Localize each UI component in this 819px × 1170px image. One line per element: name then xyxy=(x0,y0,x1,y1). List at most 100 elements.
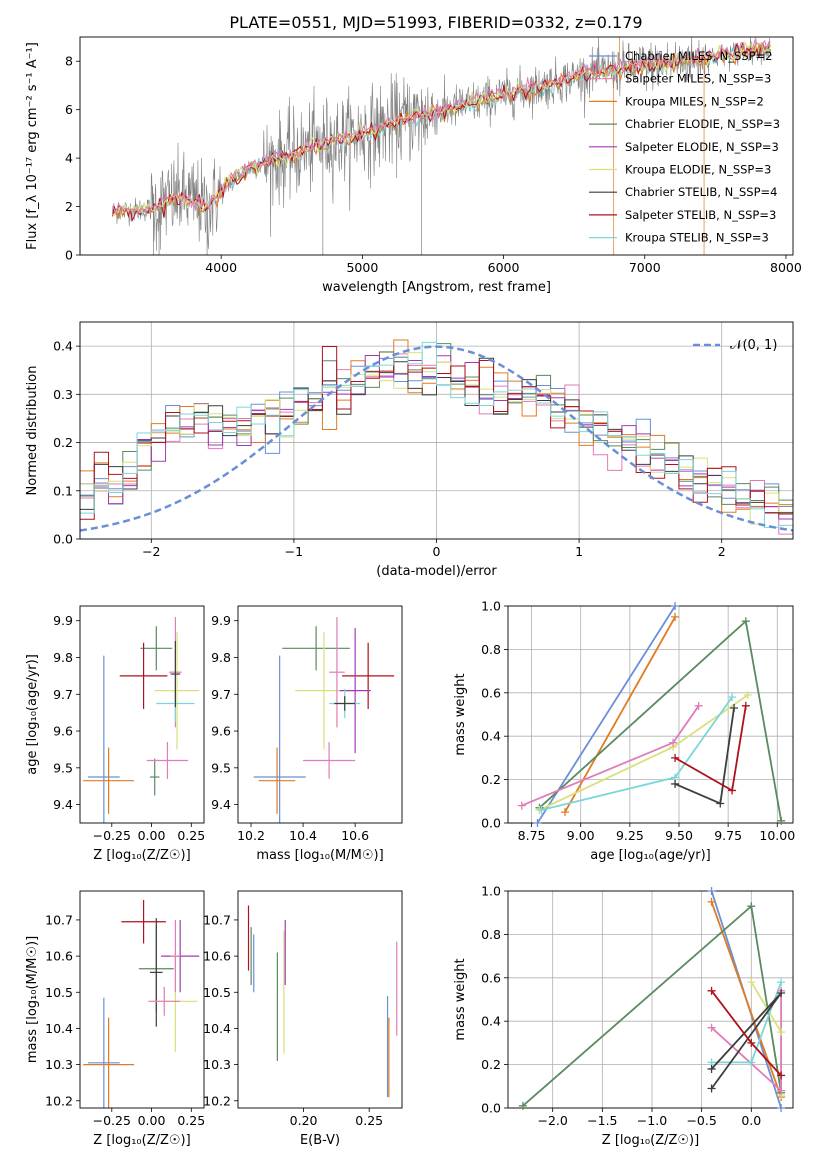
x-tick-label: 1 xyxy=(575,544,583,559)
mass-weight-marker xyxy=(671,753,680,762)
axes-spectrum: 4000 5000 6000 7000 8000 0 2 4 6 8 wavelength [Ang… xyxy=(25,36,802,295)
panel-mass-vs-EBV xyxy=(247,905,398,1098)
mass-weight-marker xyxy=(533,819,542,827)
x-tick-label: 0.25 xyxy=(177,828,205,843)
residual-histogram xyxy=(80,341,793,528)
errorbar-point xyxy=(140,626,173,671)
y-tick-label: 0.8 xyxy=(481,927,501,942)
legend-label: Kroupa ELODIE, N_SSP=3 xyxy=(625,163,771,177)
mass-weight-marker xyxy=(777,978,786,987)
mass-weight-marker xyxy=(747,978,756,987)
y-tick-label: 0.1 xyxy=(53,483,73,498)
axes-residuals: −2 −1 0 1 2 0.0 0.1 0.2 0.3 0.4 (data-model)/error… xyxy=(25,321,794,579)
mass-weight-line xyxy=(674,705,747,792)
y-tick-label: 10.6 xyxy=(203,949,231,964)
mass-weight-line xyxy=(564,616,676,813)
y-tick-label: 2 xyxy=(65,199,73,214)
x-tick-label: −1 xyxy=(285,544,303,559)
mass-weight-marker xyxy=(707,897,716,906)
y-tick-label: 9.5 xyxy=(53,760,73,775)
axes-massweight-vs-Z: −2.0 −1.5 −1.0 −0.5 0.0 0.0 0.2 0.4 0.6 0.8 1.0 Z [… xyxy=(453,884,794,1148)
x-tick-label: −2.0 xyxy=(538,1113,568,1128)
y-tick-label: 0.6 xyxy=(481,685,501,700)
y-tick-label: 9.5 xyxy=(211,760,231,775)
y-tick-label: 1.0 xyxy=(481,884,501,899)
y-tick-label: 10.4 xyxy=(45,1021,73,1036)
errorbar-point xyxy=(119,642,168,709)
y-tick-label: 0.0 xyxy=(481,816,501,831)
x-tick-label: 10.6 xyxy=(341,828,369,843)
mass-weight-line xyxy=(521,705,700,807)
y-tick-label: 10.5 xyxy=(203,985,231,1000)
legend: Chabrier MILES, N_SSP=2 Salpeter MILES, N… xyxy=(589,49,780,245)
panel-spectrum xyxy=(112,37,772,255)
y-tick-label: 9.8 xyxy=(211,650,231,665)
axes-age-vs-Z: −0.25 0.00 0.25 9.4 9.5 9.6 9.7 9.8 9.9 Z [log₁₀(… xyxy=(25,605,205,863)
errorbar-point xyxy=(170,919,181,993)
y-tick-label: 10.3 xyxy=(45,1057,73,1072)
mass-weight-line xyxy=(541,696,733,811)
plot-area xyxy=(83,900,200,1108)
y-tick-label: 0.6 xyxy=(481,970,501,985)
mass-weight-marker xyxy=(777,816,786,825)
x-tick-label: 9.75 xyxy=(714,828,742,843)
errorbar-point xyxy=(148,986,181,1016)
y-tick-label: 9.6 xyxy=(211,724,231,739)
errorbar-point xyxy=(87,655,120,823)
x-tick-label: 10.4 xyxy=(289,828,317,843)
axes-mass-vs-EBV: 0.20 0.25 10.2 10.3 10.4 10.5 10.6 10.7 E(B-V) xyxy=(203,890,403,1148)
legend-label: Kroupa STELIB, N_SSP=3 xyxy=(625,231,769,245)
y-tick-label: 0.8 xyxy=(481,642,501,657)
y-tick-label: 9.7 xyxy=(211,687,231,702)
axes-frame xyxy=(79,321,794,540)
y-tick-label: 0.3 xyxy=(53,387,73,402)
y-axis-label: Normed distribution xyxy=(25,366,40,496)
axes-frame xyxy=(79,605,205,824)
axes-frame xyxy=(79,36,794,256)
y-tick-label: 10.6 xyxy=(45,949,73,964)
mass-weight-marker xyxy=(671,779,680,788)
x-axis-label: age [log₁₀(age/yr)] xyxy=(590,848,711,863)
x-tick-label: 6000 xyxy=(488,260,520,275)
mass-weight-marker xyxy=(518,1101,527,1110)
panel-mass-vs-Z xyxy=(83,900,200,1108)
mass-weight-line xyxy=(538,619,783,821)
x-axis-label: (data-model)/error xyxy=(376,564,497,579)
x-tick-label: 0.00 xyxy=(138,1113,166,1128)
axes-frame xyxy=(237,605,403,824)
y-tick-label: 9.9 xyxy=(53,613,73,628)
plot-area xyxy=(112,37,772,255)
mass-weight-marker xyxy=(707,1064,716,1073)
mass-weight-marker xyxy=(741,617,750,626)
panel-massweight-vs-Z xyxy=(508,890,793,1109)
y-axis-label: Flux [f_λ 10⁻¹⁷ erg cm⁻² s⁻¹ A⁻¹] xyxy=(25,42,40,250)
mass-weight-marker xyxy=(777,1104,786,1112)
x-tick-label: 9.25 xyxy=(616,828,644,843)
axes-frame xyxy=(507,890,794,1109)
mass-weight-marker xyxy=(561,808,569,817)
x-tick-label: −2 xyxy=(142,544,160,559)
mass-weight-marker xyxy=(777,1071,786,1080)
legend-label: Salpeter ELODIE, N_SSP=3 xyxy=(625,140,779,154)
panel-residuals xyxy=(80,322,793,540)
y-tick-label: 10.2 xyxy=(45,1093,73,1108)
panel-age-vs-mass xyxy=(253,617,395,823)
x-tick-label: 7000 xyxy=(629,260,661,275)
x-tick-label: 2 xyxy=(718,544,726,559)
y-tick-label: 0 xyxy=(65,248,73,263)
legend-label: Salpeter MILES, N_SSP=3 xyxy=(625,72,771,86)
x-tick-label: 9.00 xyxy=(567,828,595,843)
x-tick-label: 0.00 xyxy=(138,828,166,843)
x-tick-label: 9.50 xyxy=(665,828,693,843)
mass-weight-marker xyxy=(777,988,786,997)
mass-weight-marker xyxy=(669,738,678,747)
errorbar-point xyxy=(87,997,120,1108)
model-spectrum xyxy=(112,39,771,216)
y-tick-label: 6 xyxy=(65,102,73,117)
y-tick-label: 9.9 xyxy=(211,613,231,628)
errorbar-point xyxy=(149,758,160,796)
x-tick-label: 0.25 xyxy=(177,1113,205,1128)
model-spectrum xyxy=(112,40,772,217)
plot-area xyxy=(253,617,395,823)
errorbar-point xyxy=(83,1017,135,1108)
